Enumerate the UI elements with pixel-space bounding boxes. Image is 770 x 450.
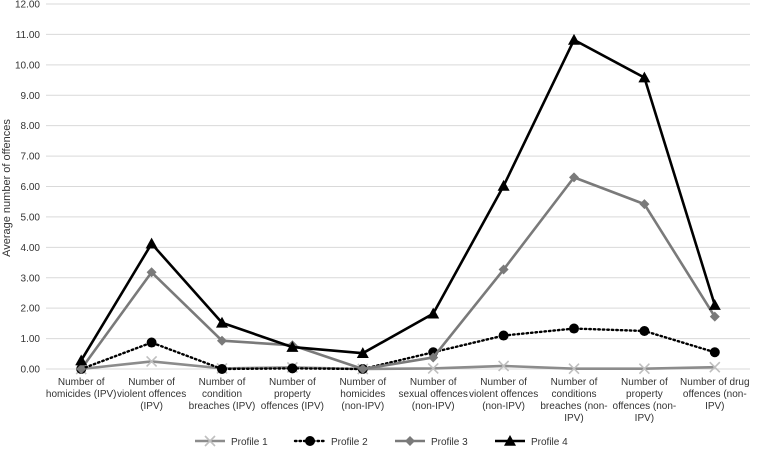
data-point	[497, 179, 510, 191]
data-point	[427, 362, 439, 374]
data-point	[709, 347, 720, 358]
y-tick-labels: 0.00 1.00 2.00 3.00 4.00 5.00 6.00 7.00 8.00 9.00…	[15, 0, 40, 376]
x-category-label: Number of violent offences (non-IPV)	[469, 377, 538, 412]
y-tick-label: 10.00	[15, 60, 40, 71]
series-profile-2	[76, 323, 720, 374]
data-point	[216, 316, 228, 328]
x-category-label: Number of property offences (IPV)	[261, 377, 324, 412]
data-point	[287, 363, 298, 374]
legend-label: Profile 4	[531, 437, 568, 448]
legend-label: Profile 2	[331, 437, 368, 448]
data-point	[708, 299, 721, 310]
data-point	[498, 330, 509, 341]
data-point	[145, 237, 158, 249]
data-point	[357, 364, 368, 374]
data-point	[568, 363, 580, 375]
y-tick-label: 11.00	[16, 30, 41, 41]
legend-marker	[305, 436, 315, 446]
x-category-label: Number of violent offences (IPV)	[117, 377, 186, 412]
x-category-label: Number of sexual offences (non-IPV)	[399, 377, 468, 412]
legend-item: Profile 2	[293, 436, 368, 448]
x-category-labels: Number of homicides (IPV)Number of violent…	[46, 377, 750, 424]
data-point	[427, 307, 440, 319]
y-tick-label: 3.00	[21, 273, 41, 284]
legend-item: Profile 3	[395, 436, 468, 448]
series-line	[80, 176, 716, 371]
data-point	[569, 323, 579, 334]
data-point	[638, 71, 651, 83]
legend-item: Profile 4	[495, 435, 568, 448]
series-group	[75, 33, 721, 375]
data-point	[498, 264, 509, 275]
legend-label: Profile 3	[431, 437, 468, 448]
data-point	[498, 360, 510, 372]
y-tick-label: 1.00	[21, 334, 41, 345]
data-point	[76, 364, 87, 374]
data-point	[217, 364, 227, 374]
y-axis-title: Average number of offences	[1, 119, 13, 257]
data-point	[356, 347, 369, 358]
series-line	[79, 327, 716, 371]
data-point	[146, 337, 157, 348]
legend-item: Profile 1	[195, 435, 268, 448]
series-line	[80, 38, 717, 362]
data-point	[639, 325, 650, 336]
data-point	[709, 361, 721, 373]
series-profile-3	[76, 172, 720, 374]
x-category-label: Number of homicides (IPV)	[46, 377, 117, 400]
legend-label: Profile 1	[231, 437, 268, 448]
data-point	[639, 199, 650, 210]
x-category-label: Number of drug offences (non-IPV)	[680, 377, 749, 412]
x-category-label: Number of homicides (non-IPV)	[339, 377, 386, 412]
data-point	[146, 355, 158, 367]
data-point	[638, 363, 650, 375]
y-tick-label: 12.00	[15, 0, 40, 11]
y-tick-label: 6.00	[21, 182, 41, 193]
data-point	[75, 354, 88, 366]
data-point	[569, 172, 579, 183]
x-category-label: Number of property offences (non-IPV)	[613, 377, 677, 424]
data-point	[709, 311, 720, 322]
data-point	[146, 267, 157, 278]
x-category-label: Number of condition breaches (IPV)	[189, 377, 256, 412]
data-point	[286, 341, 299, 352]
y-tick-label: 0.00	[21, 365, 41, 376]
y-tick-label: 9.00	[21, 91, 41, 102]
legend-marker	[405, 436, 415, 446]
legend-marker	[504, 435, 516, 446]
y-tick-label: 7.00	[21, 152, 41, 163]
data-point	[428, 352, 439, 363]
series-profile-1	[75, 355, 721, 375]
series-line	[81, 360, 715, 371]
series-profile-4	[75, 33, 721, 366]
y-tick-label: 5.00	[21, 212, 41, 223]
data-point	[568, 33, 580, 45]
data-point	[217, 335, 227, 346]
y-tick-label: 8.00	[21, 121, 41, 132]
legend-marker	[204, 435, 216, 447]
gridlines	[46, 3, 750, 370]
legend: Profile 1 Profile 2 Profile 3 Profile 4	[195, 435, 568, 448]
x-category-label: Number of conditions breaches (non-IPV)	[540, 377, 607, 424]
y-tick-label: 2.00	[21, 304, 41, 315]
y-tick-label: 4.00	[21, 243, 41, 254]
